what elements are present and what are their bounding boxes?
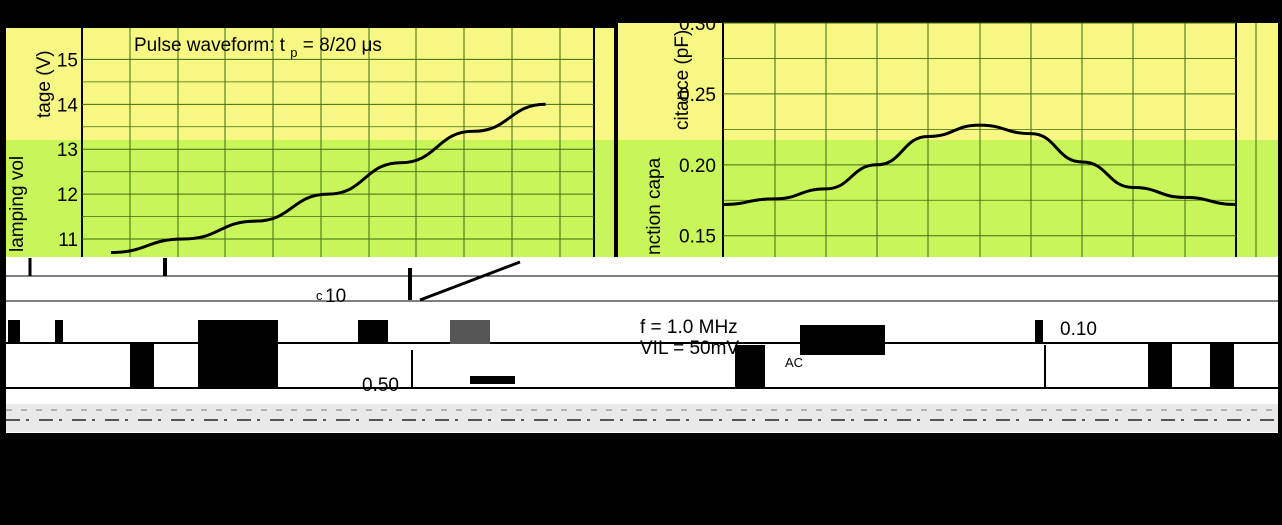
fragment-block xyxy=(800,325,885,355)
annotation-suffix: = 8/20 xyxy=(303,35,356,56)
pulse-waveform-annotation: Pulse waveform: t p = 8/20 μs xyxy=(134,35,382,62)
fragment-block xyxy=(198,320,278,388)
data-series-line xyxy=(110,102,546,254)
y-tick-label: 11 xyxy=(58,230,78,251)
annotation-prefix: Pulse waveform: t xyxy=(134,35,286,56)
y-tick-label: 0.20 xyxy=(679,156,716,177)
fragment-block xyxy=(1210,344,1234,388)
right-y-tick-labels: 0.30 0.25 0.20 0.15 xyxy=(679,14,716,248)
fragment-block xyxy=(470,376,515,384)
right-green-band xyxy=(618,140,1278,257)
fragment-block xyxy=(735,345,765,387)
fragment-block xyxy=(1148,344,1172,388)
c-label: c xyxy=(316,288,323,303)
left-y-tick-labels: 15 14 13 12 11 xyxy=(57,50,79,251)
y-tick-label: 13 xyxy=(57,140,78,161)
y-tick-label: 0.30 xyxy=(679,14,716,35)
junction-capacitance-chart: 0.30 0.25 0.20 0.15 citance (pF) nction cap… xyxy=(618,11,1278,257)
fragment-block xyxy=(55,320,63,344)
y-tick-label: 0.25 xyxy=(679,85,716,106)
right-yellow-band xyxy=(618,23,1278,141)
data-series-line xyxy=(722,123,1237,206)
ac-label: AC xyxy=(785,355,803,370)
clamping-voltage-chart: 15 14 13 12 11 tage (V) lamping vol Pulse wa… xyxy=(6,13,614,257)
left-ylabel-upper: tage (V) xyxy=(34,50,55,118)
right-top-bracket xyxy=(743,11,1254,30)
right-plot-grid xyxy=(722,22,1257,257)
right-ylabel-upper: citance (pF) xyxy=(672,30,693,130)
tick-0-10-label: 0.10 xyxy=(1060,319,1097,340)
y-tick-label: 0.15 xyxy=(679,227,716,248)
annotation-unit: μs xyxy=(361,35,381,56)
voltage-label: VIL = 50mV xyxy=(640,338,739,359)
noise-strip xyxy=(6,404,1278,432)
y-tick-label: 12 xyxy=(57,185,78,206)
frequency-label: f = 1.0 MHz xyxy=(640,317,738,338)
ten-label: 10 xyxy=(325,286,346,307)
fragment-block xyxy=(450,320,490,344)
y-tick-label: 15 xyxy=(57,50,78,71)
fragment-curve xyxy=(419,260,521,302)
fragment-block xyxy=(1035,320,1043,344)
y-tick-label: 14 xyxy=(57,95,79,116)
right-curve-layer xyxy=(722,123,1237,206)
left-curve-layer xyxy=(110,102,546,254)
fragment-block xyxy=(8,320,20,344)
tick-0-50-label: 0.50 xyxy=(362,375,399,396)
left-ylabel-lower: lamping vol xyxy=(7,156,28,252)
fragment-block xyxy=(130,344,154,388)
right-ylabel-lower: nction capa xyxy=(644,157,665,255)
annotation-subscript: p xyxy=(290,45,297,60)
fragment-block xyxy=(358,320,388,344)
lower-fragment-band: c 10 f = 1.0 MHz VIL = 50mV AC 0.50 0.10 xyxy=(6,257,1278,433)
left-top-bracket xyxy=(98,13,612,33)
left-yellow-band xyxy=(6,28,614,141)
